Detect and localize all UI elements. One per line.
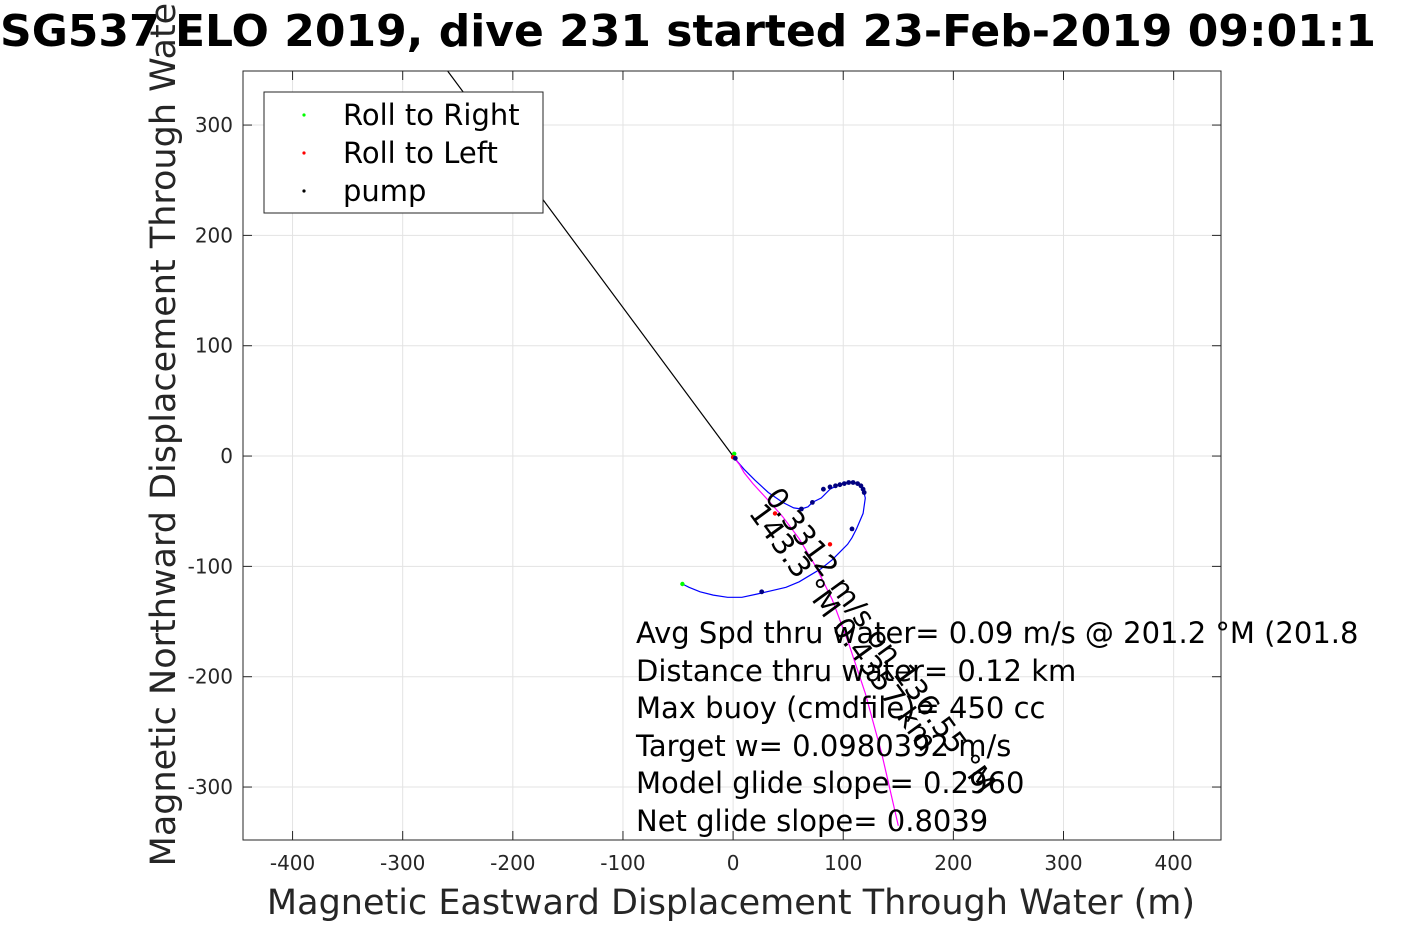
track-line	[682, 455, 866, 598]
pump-point	[810, 500, 815, 505]
annotation-max-buoy: Max buoy (cmdfile)= 450 cc	[636, 691, 1045, 725]
chart-title: SG537 ELO 2019, dive 231 started 23-Feb-…	[0, 6, 1376, 57]
y-tick-label: 100	[195, 334, 233, 358]
pump-point	[833, 483, 838, 489]
pump-point	[821, 486, 826, 492]
x-tick-label: -100	[600, 851, 645, 875]
legend-box	[263, 91, 544, 214]
legend-label-roll-left: Roll to Left	[343, 136, 498, 170]
y-tick-label: -100	[188, 554, 233, 578]
annotation-net-glide-slope: Net glide slope= 0.8039	[636, 804, 988, 838]
annotation-distance: Distance thru water= 0.12 km	[636, 654, 1076, 688]
x-tick-label: -300	[380, 851, 425, 875]
y-tick-label: -300	[188, 775, 233, 799]
y-tick-label: 300	[195, 113, 233, 137]
axes-box	[242, 70, 1222, 841]
x-tick-label: -400	[270, 851, 315, 875]
pump-point	[732, 455, 738, 461]
pump-point	[837, 482, 843, 488]
pump-point	[849, 526, 855, 532]
legend-label-pump: pump	[343, 174, 426, 208]
pump-point	[759, 589, 765, 595]
legend-marker-roll-left	[302, 151, 306, 155]
y-tick-label: 200	[195, 223, 233, 247]
roll-left-point	[772, 511, 778, 516]
legend: Roll to Right Roll to Left pump	[263, 91, 544, 214]
annotation-target-w: Target w= 0.0980392 m/s	[635, 729, 1011, 763]
y-tick-label: -200	[188, 665, 233, 689]
annotation-model-glide-slope: Model glide slope= 0.2960	[636, 766, 1024, 800]
roll-left-point	[827, 542, 833, 547]
legend-marker-pump	[302, 189, 306, 193]
pump-point	[827, 484, 833, 490]
annotation-avg-speed: Avg Spd thru water= 0.09 m/s @ 201.2 °M …	[636, 616, 1358, 650]
x-tick-label: 400	[1155, 851, 1193, 875]
x-tick-label: 100	[824, 851, 862, 875]
pump-point	[841, 481, 847, 486]
stats-annotations: Avg Spd thru water= 0.09 m/s @ 201.2 °M …	[635, 616, 1358, 838]
y-axis-label: Magnetic Northward Displacement Through …	[144, 0, 184, 866]
ticks: -400 -300 -200 -100 0 100 200 300 400 -300 -200 -10…	[188, 71, 1221, 875]
x-tick-label: 0	[727, 851, 740, 875]
roll-right-point	[680, 581, 685, 587]
pump-point	[799, 506, 804, 512]
x-tick-label: 300	[1044, 851, 1082, 875]
legend-marker-roll-right	[302, 113, 306, 117]
magenta-track-line	[732, 455, 899, 826]
pump-point	[846, 480, 852, 485]
x-tick-label: 200	[934, 851, 972, 875]
x-axis-label: Magnetic Eastward Displacement Through W…	[267, 883, 1195, 923]
pump-point	[858, 483, 864, 489]
x-tick-label: -200	[490, 851, 535, 875]
legend-label-roll-right: Roll to Right	[343, 98, 520, 132]
y-tick-label: 0	[220, 444, 233, 468]
roll-right-point	[732, 451, 737, 456]
pump-point	[861, 490, 867, 495]
pump-point	[850, 480, 856, 485]
